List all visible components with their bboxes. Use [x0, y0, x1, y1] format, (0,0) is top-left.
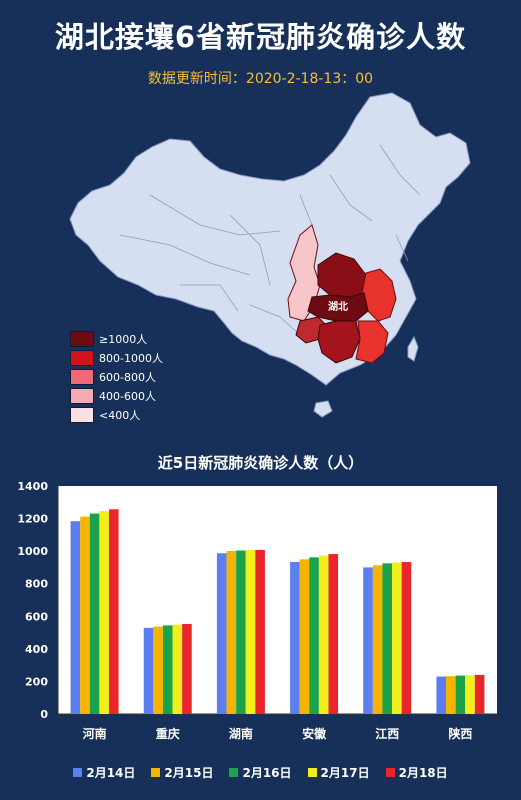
x-tick-label: 湖南: [229, 726, 253, 741]
page-title: 湖北接壤6省新冠肺炎确诊人数: [54, 20, 467, 54]
bar: [436, 676, 447, 714]
data-label: 553: [175, 606, 198, 619]
y-tick-label: 600: [25, 610, 48, 623]
x-tick-label: 江西: [375, 726, 399, 741]
legend-swatch: [70, 407, 94, 423]
chart-legend-label: 2月16日: [242, 766, 292, 780]
legend-swatch: [70, 331, 94, 347]
chart-legend-swatch: [385, 768, 395, 777]
y-tick-label: 800: [25, 578, 48, 591]
y-tick-label: 1000: [17, 545, 48, 558]
chart-title: 近5日新冠肺炎确诊人数（人）: [157, 454, 364, 472]
legend-label: ≥1000人: [99, 333, 148, 346]
data-label: 240: [468, 657, 491, 670]
legend-swatch: [70, 388, 94, 404]
chart-legend-label: 2月17日: [320, 766, 370, 780]
data-label: 1257: [98, 491, 129, 504]
bar: [70, 521, 81, 714]
legend-label: 800-1000人: [99, 352, 163, 365]
bar: [99, 511, 109, 714]
bar: [290, 561, 300, 714]
y-tick-label: 400: [25, 643, 48, 656]
bar: [162, 625, 173, 714]
x-tick-label: 河南: [82, 726, 107, 741]
bar: [401, 562, 412, 714]
map-legend-item: 800-1000人: [70, 349, 163, 367]
x-tick-label: 安徽: [302, 726, 327, 741]
province-hunan: [317, 320, 361, 364]
bar: [143, 627, 154, 714]
chart-legend-item: 2月14日: [73, 764, 135, 781]
bar: [108, 509, 119, 714]
chart-legend-label: 2月18日: [398, 766, 448, 780]
x-tick-label: 陕西: [448, 726, 472, 741]
map-legend-item: 400-600人: [70, 387, 163, 405]
legend-label: 400-600人: [99, 390, 156, 403]
y-tick-label: 0: [40, 708, 48, 721]
bar: [216, 553, 227, 714]
legend-swatch: [70, 350, 94, 366]
bar: [236, 550, 246, 714]
chart-legend-item: 2月16日: [229, 764, 292, 781]
china-map: 湖北: [69, 92, 471, 418]
chart-legend-swatch: [307, 768, 317, 777]
hubei-map-label: 湖北: [328, 300, 348, 313]
update-time: 数据更新时间：2020-2-18-13：00: [147, 71, 374, 87]
bar: [372, 565, 383, 714]
chart-legend-item: 2月15日: [151, 764, 213, 781]
bar: [465, 675, 475, 714]
bar: [245, 550, 256, 714]
bar: [318, 555, 329, 714]
chart-legend-swatch: [73, 768, 83, 777]
x-tick-label: 重庆: [156, 726, 180, 741]
bar: [328, 554, 339, 714]
chart-legend-swatch: [151, 768, 161, 777]
map-legend-item: ≥1000人: [70, 330, 163, 348]
hainan-island: [313, 400, 333, 418]
chart-legend-item: 2月17日: [307, 764, 370, 781]
chart-legend-label: 2月15日: [164, 766, 214, 780]
bar: [474, 674, 485, 714]
bar: [363, 567, 373, 714]
province-hubei: [307, 292, 369, 322]
data-label: 933: [395, 544, 418, 557]
bar: [172, 624, 183, 714]
bar: [153, 626, 163, 714]
bar: [255, 550, 265, 714]
bar: [455, 675, 466, 714]
y-tick-label: 200: [25, 675, 48, 688]
bar: [89, 513, 100, 714]
chart-legend-swatch: [229, 768, 239, 777]
bar: [382, 563, 393, 714]
map-legend-item: <400人: [70, 406, 163, 424]
data-label: 1007: [245, 532, 276, 545]
map-legend-item: 600-800人: [70, 368, 163, 386]
bar: [309, 557, 319, 714]
bar-chart: 0 200 400 600 800 1000 1200 1400 河南 1257 重庆 553 湖南 10…: [17, 480, 498, 741]
bar: [446, 676, 456, 714]
data-label: 982: [322, 536, 345, 549]
legend-swatch: [70, 369, 94, 385]
taiwan-island: [407, 335, 419, 362]
chart-legend-item: 2月18日: [385, 764, 448, 781]
bar: [80, 516, 90, 714]
bar: [392, 562, 402, 714]
map-legend: ≥1000人 800-1000人 600-800人 400-600人 <400人: [70, 330, 163, 425]
y-tick-label: 1200: [17, 513, 48, 526]
plot-area: [58, 486, 497, 714]
legend-label: 600-800人: [99, 371, 156, 384]
bar: [226, 550, 237, 714]
bar: [182, 623, 192, 714]
bar: [299, 559, 310, 714]
province-jiangxi: [355, 320, 389, 364]
chart-legend-label: 2月14日: [86, 766, 136, 780]
y-tick-label: 1400: [17, 480, 48, 493]
chart-legend: 2月14日 2月15日 2月16日 2月17日 2月18日: [0, 764, 521, 781]
legend-label: <400人: [99, 409, 141, 422]
